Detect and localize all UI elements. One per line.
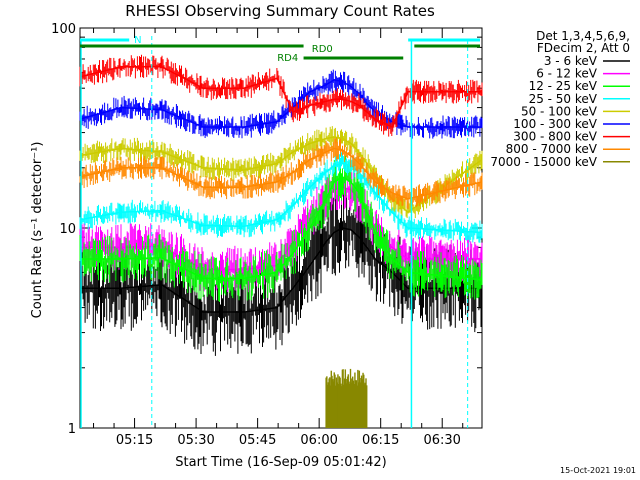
legend-header-2: FDecim 2, Att 0	[537, 41, 630, 55]
rd0-flag-label: RD0	[312, 44, 333, 55]
night-flag-label: N	[134, 35, 141, 46]
legend-header-1: Det 1,3,4,5,6,9,	[536, 29, 630, 43]
x-tick-label: 06:30	[423, 433, 460, 448]
plot-area: N RD0 RD4	[79, 27, 483, 429]
x-tick-labels: 05:15 05:30 05:45 06:00 06:15 06:30	[116, 433, 461, 448]
x-axis-label: Start Time (16-Sep-09 05:01:42)	[175, 455, 386, 470]
legend-label: 6 - 12 keV	[536, 67, 598, 81]
legend-label: 12 - 25 keV	[529, 79, 598, 93]
rd4-flag-label: RD4	[277, 53, 298, 64]
legend-label: 800 - 7000 keV	[506, 142, 598, 156]
legend-label: 50 - 100 keV	[521, 104, 598, 118]
y-tick-label: 1	[68, 422, 76, 437]
legend: Det 1,3,4,5,6,9, FDecim 2, Att 0 3 - 6 k…	[490, 29, 630, 169]
x-tick-label: 05:30	[177, 433, 214, 448]
series-line	[79, 162, 483, 234]
y-tick-label: 100	[51, 22, 76, 37]
x-tick-label: 05:45	[239, 433, 276, 448]
timestamp-stamp: 15-Oct-2021 19:01	[560, 466, 636, 475]
series-25-50-kev	[79, 152, 483, 243]
series-line	[79, 147, 483, 200]
series-line	[80, 175, 483, 281]
y-tick-label: 10	[59, 222, 76, 237]
series-line	[79, 136, 483, 214]
legend-label: 300 - 800 keV	[513, 130, 597, 144]
x-tick-label: 05:15	[116, 433, 153, 448]
legend-label: 100 - 300 keV	[513, 117, 597, 131]
chart-title: RHESSI Observing Summary Count Rates	[125, 2, 435, 20]
x-tick-label: 06:15	[362, 433, 399, 448]
series-line	[80, 227, 482, 313]
chart-marks	[79, 54, 483, 428]
series-7000-15000-kev	[325, 368, 368, 428]
y-tick-labels: 1 10 100	[51, 22, 76, 437]
series-line	[79, 79, 482, 128]
legend-label: 25 - 50 keV	[529, 92, 598, 106]
legend-label: 3 - 6 keV	[544, 54, 598, 68]
series-50-100-kev	[79, 126, 483, 218]
x-tick-label: 06:00	[300, 433, 337, 448]
legend-label: 7000 - 15000 keV	[490, 155, 597, 169]
flag-overlays: N RD0 RD4	[80, 35, 480, 428]
y-axis-label: Count Rate (s⁻¹ detector⁻¹)	[30, 142, 45, 319]
series-800-7000-kev	[79, 137, 483, 210]
series-line	[79, 66, 482, 128]
series-300-800-kev	[79, 54, 483, 137]
